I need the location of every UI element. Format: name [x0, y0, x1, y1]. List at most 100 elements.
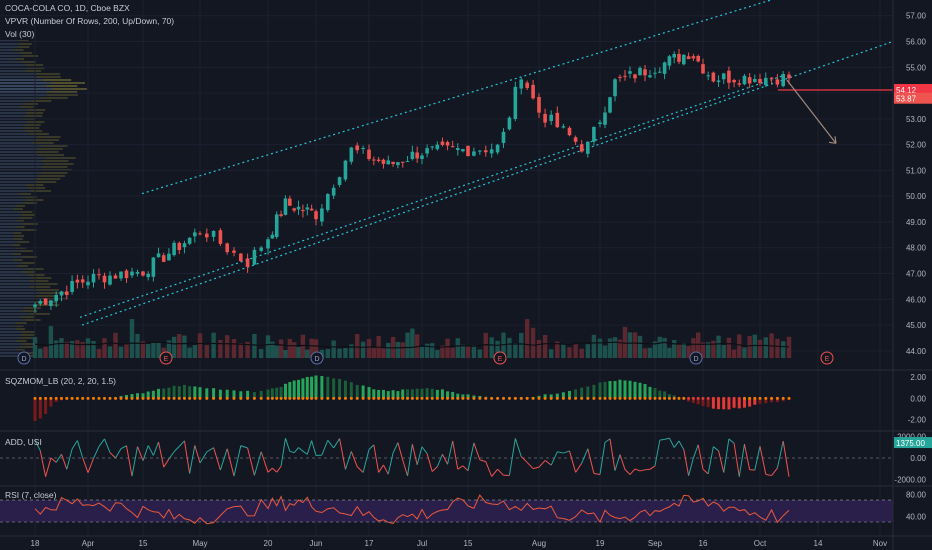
add-line-segment: [532, 466, 540, 470]
volume-bar: [75, 340, 80, 358]
sqz-histogram-bar: [672, 395, 676, 399]
sqz-tick-label: 0.00: [910, 394, 926, 403]
sqz-dot: [232, 396, 236, 400]
sqz-dot: [114, 396, 117, 400]
add-line-segment: [333, 438, 340, 449]
add-legend[interactable]: ADD, USI: [5, 437, 42, 447]
sqz-histogram-bar: [608, 381, 612, 399]
volume-bar: [489, 337, 494, 358]
channel-lower-mid-line: [81, 40, 894, 326]
sqz-histogram-bar: [297, 379, 301, 399]
volume-bar: [366, 338, 372, 358]
candle-body: [288, 198, 292, 206]
sqz-histogram-bar: [355, 384, 359, 399]
sqz-dot: [586, 396, 590, 400]
add-line-segment: [771, 467, 778, 476]
add-line-segment: [219, 448, 228, 471]
sqz-histogram-bar: [130, 394, 134, 399]
vpvr-row: [0, 115, 26, 117]
sqz-dot: [770, 396, 774, 400]
add-line-segment: [426, 453, 433, 472]
sqz-dot: [108, 396, 112, 400]
candle-body: [124, 270, 129, 279]
time-tick-label: Nov: [873, 539, 887, 548]
volume-bar: [96, 349, 102, 358]
sqz-dot: [456, 396, 460, 400]
candle-body: [292, 208, 296, 211]
volume-bar: [742, 347, 747, 358]
vpvr-row: [20, 106, 34, 108]
add-line-segment: [776, 441, 784, 469]
add-line-segment: [194, 445, 201, 464]
candles: [33, 49, 791, 313]
rsi-legend[interactable]: RSI (7, close): [5, 490, 57, 500]
volume-bar: [757, 339, 763, 358]
add-tick-label: -2000.00: [894, 476, 926, 485]
add-line-segment: [491, 468, 498, 477]
vpvr-row: [35, 304, 60, 306]
sqz-histogram-bar: [259, 390, 263, 399]
add-line-segment: [115, 448, 122, 459]
add-line-segment: [754, 446, 761, 471]
vpvr-row: [0, 319, 25, 321]
sqz-histogram-bar: [320, 375, 324, 399]
volume-bar: [337, 348, 342, 358]
sqz-dot: [54, 396, 58, 400]
vpvr-row: [24, 70, 42, 72]
price-axis[interactable]: 57.0056.0055.0054.0053.0052.0051.0050.00…: [894, 12, 932, 356]
sqz-histogram-bar: [332, 378, 336, 399]
sqz-dot: [266, 396, 270, 400]
add-line-segment: [82, 457, 89, 473]
vpvr-row: [0, 346, 21, 348]
vpvr-row: [0, 187, 28, 189]
volume-bar: [652, 341, 658, 358]
volume-legend[interactable]: Vol (30): [5, 29, 35, 39]
candle-body: [425, 148, 429, 154]
add-line-segment: [593, 473, 601, 475]
drawings[interactable]: [778, 79, 893, 144]
trend-channel[interactable]: [79, 0, 894, 326]
vpvr-row: [0, 163, 45, 165]
rsi-pane: 80.00 40.00: [0, 491, 927, 525]
sqz-histogram-bar: [326, 376, 330, 399]
add-line-segment: [104, 438, 111, 453]
time-axis[interactable]: 18 Apr 15 May 20 Jun 17 Jul 15 Aug 19 Sep 16 Oct 14 Nov: [31, 539, 888, 548]
vpvr-row: [0, 208, 14, 210]
candle-body: [440, 141, 445, 145]
candle-body: [732, 79, 736, 83]
sqz-histogram-bar: [162, 388, 166, 399]
sqzmom-legend[interactable]: SQZMOM_LB (20, 2, 20, 1.5): [5, 376, 117, 386]
vpvr-row: [0, 334, 21, 336]
sqz-dot: [130, 396, 134, 400]
symbol-legend[interactable]: COCA-COLA CO, 1D, Cboe BZX: [5, 3, 130, 13]
volume-bar: [187, 347, 192, 358]
sqz-histogram-bar: [377, 389, 381, 399]
sqz-dot: [592, 396, 596, 400]
time-tick-label: Aug: [532, 539, 546, 548]
vpvr-row: [0, 277, 31, 279]
add-line-segment: [213, 447, 221, 471]
volume-bar: [69, 341, 75, 358]
vpvr-row: [0, 40, 18, 42]
vpvr-row: [20, 334, 35, 336]
vpvr-legend[interactable]: VPVR (Number Of Rows, 200, Up/Down, 70): [5, 16, 175, 26]
sqz-dot: [205, 396, 209, 400]
sqz-dot: [687, 396, 691, 400]
candle-body: [49, 300, 53, 307]
sqz-dot: [737, 396, 741, 400]
vpvr-row: [0, 328, 16, 330]
volume-bar: [696, 332, 701, 358]
dividend-marker: [310, 351, 324, 365]
earnings-marker-label: E: [498, 356, 503, 363]
vpvr-row: [30, 190, 52, 192]
vpvr-row: [0, 46, 18, 48]
add-line-segment: [697, 444, 704, 470]
sqz-dot: [44, 396, 48, 400]
sqz-histogram-bar: [618, 379, 622, 399]
vpvr-row: [0, 238, 14, 240]
sqz-dot: [92, 396, 95, 400]
volume-bar: [225, 335, 230, 358]
